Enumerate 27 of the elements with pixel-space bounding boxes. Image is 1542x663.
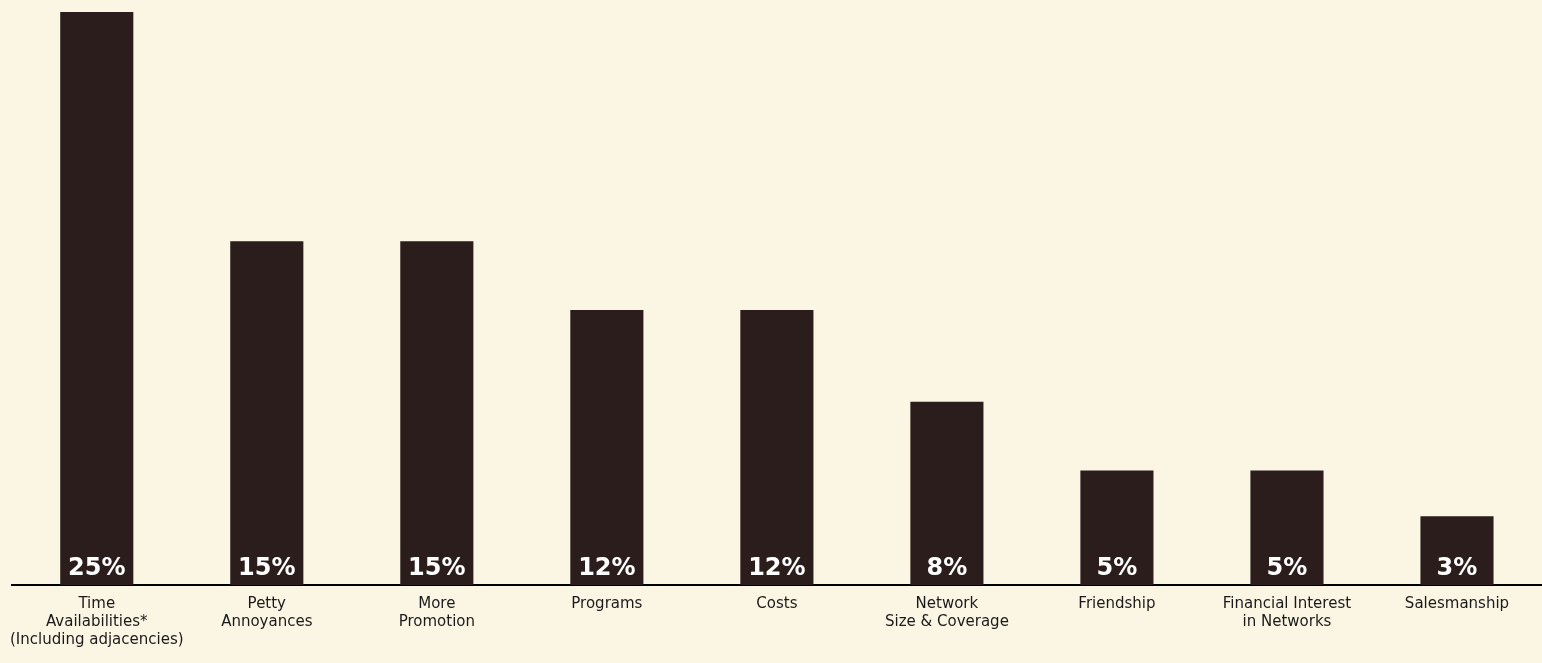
x-tick-label: Petty Annoyances xyxy=(221,593,313,630)
data-label: 3% xyxy=(1436,553,1478,582)
data-label: 15% xyxy=(238,553,296,582)
bar xyxy=(740,309,814,585)
x-tick-label: Network Size & Coverage xyxy=(884,593,1009,630)
x-tick-label: Programs xyxy=(571,593,643,612)
bar xyxy=(400,241,474,585)
data-label: 12% xyxy=(578,553,636,582)
bar xyxy=(1080,470,1154,585)
x-tick-label: Salesmanship xyxy=(1404,593,1510,612)
bar xyxy=(570,309,644,585)
data-label: 5% xyxy=(1096,553,1138,582)
data-label: 12% xyxy=(748,553,806,582)
bar xyxy=(910,401,984,585)
x-tick-label: Friendship xyxy=(1078,593,1156,612)
x-tick-label: More Promotion xyxy=(398,593,475,630)
data-label: 15% xyxy=(408,553,466,582)
data-label: 25% xyxy=(68,553,126,582)
data-label: 8% xyxy=(926,553,968,582)
bar xyxy=(1420,516,1494,585)
bar xyxy=(1250,470,1324,585)
bar xyxy=(60,12,134,585)
x-tick-label: Time Availabilities* (Including adjacencies) xyxy=(10,593,184,648)
bar xyxy=(230,241,304,585)
data-label: 5% xyxy=(1266,553,1308,582)
x-tick-label: Costs xyxy=(756,593,798,612)
x-tick-label: Financial Interest in Networks xyxy=(1222,593,1352,630)
